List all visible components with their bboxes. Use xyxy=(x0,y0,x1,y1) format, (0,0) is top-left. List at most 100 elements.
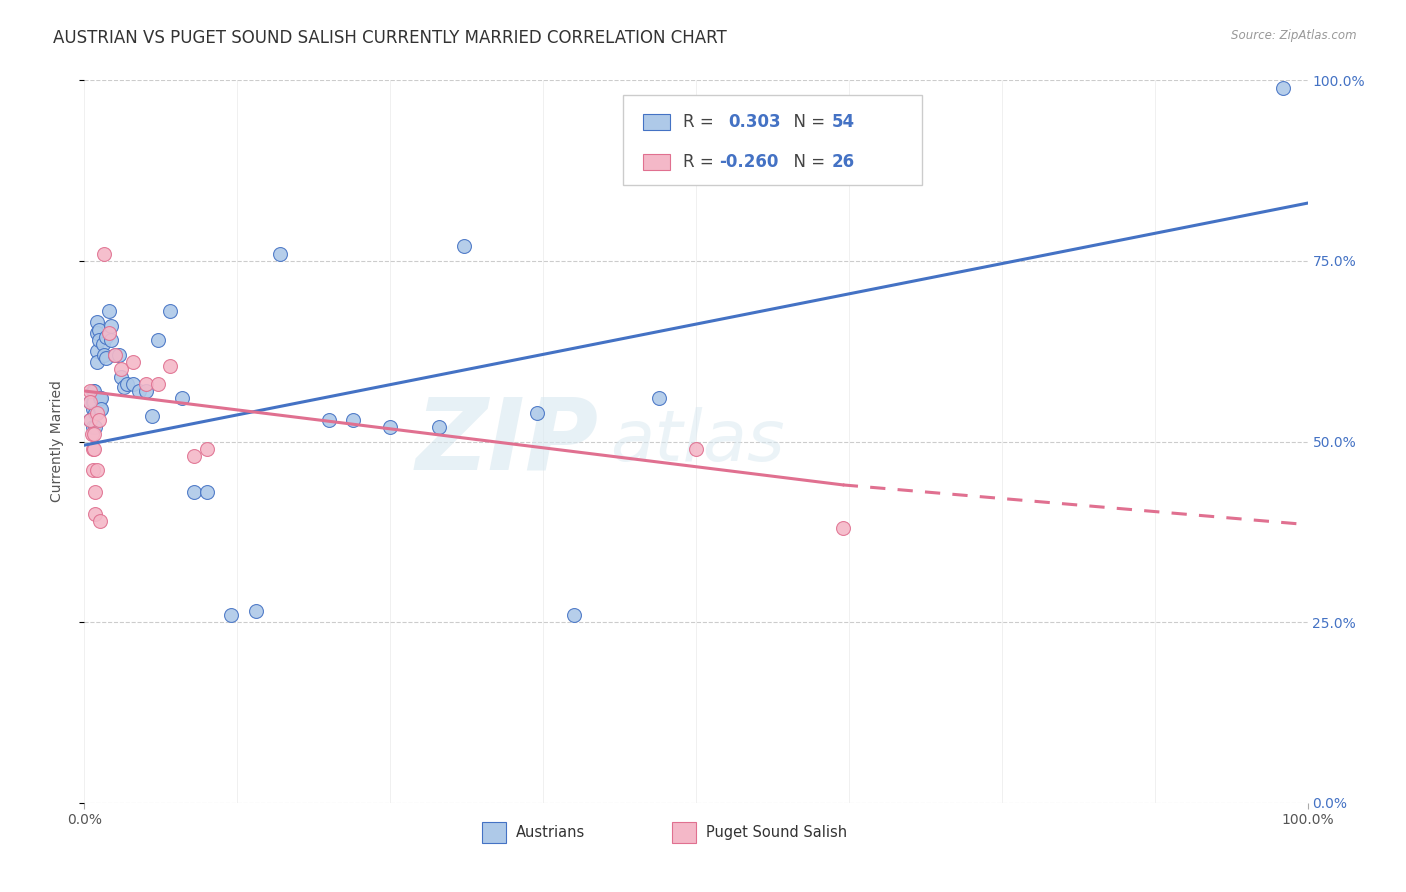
Point xyxy=(159,304,181,318)
Point xyxy=(380,420,402,434)
Point xyxy=(83,427,105,442)
Point xyxy=(183,485,205,500)
Point xyxy=(97,304,120,318)
FancyBboxPatch shape xyxy=(623,95,922,185)
FancyBboxPatch shape xyxy=(644,154,671,169)
Point xyxy=(141,409,163,424)
Point xyxy=(146,376,169,391)
Point xyxy=(93,348,115,362)
Point xyxy=(86,315,108,329)
Point xyxy=(100,318,122,333)
Text: ZIP: ZIP xyxy=(415,393,598,490)
Point xyxy=(83,442,105,456)
Point xyxy=(172,391,194,405)
Point xyxy=(90,391,112,405)
Point xyxy=(84,406,107,420)
Point xyxy=(79,394,101,409)
Point xyxy=(107,348,129,362)
Point xyxy=(96,330,118,344)
Text: N =: N = xyxy=(783,113,830,131)
Point xyxy=(318,413,340,427)
Point xyxy=(100,334,122,348)
Point xyxy=(104,348,127,362)
Point xyxy=(1272,80,1295,95)
Point xyxy=(86,406,108,420)
Point xyxy=(110,362,132,376)
Point xyxy=(87,322,110,336)
Point xyxy=(82,402,104,417)
Text: -0.260: -0.260 xyxy=(720,153,779,171)
Point xyxy=(79,413,101,427)
Text: R =: R = xyxy=(682,153,718,171)
Y-axis label: Currently Married: Currently Married xyxy=(49,381,63,502)
Point xyxy=(831,521,853,535)
Point xyxy=(562,607,585,622)
Point xyxy=(79,384,101,398)
Point xyxy=(84,420,107,434)
Point xyxy=(84,507,107,521)
Text: 0.303: 0.303 xyxy=(728,113,780,131)
Point xyxy=(90,402,112,417)
Point xyxy=(685,442,707,456)
Point xyxy=(97,326,120,340)
Text: 26: 26 xyxy=(832,153,855,171)
Point xyxy=(82,442,104,456)
Point xyxy=(159,359,181,373)
Point xyxy=(87,334,110,348)
Point xyxy=(83,394,105,409)
Point xyxy=(526,406,548,420)
Text: Source: ZipAtlas.com: Source: ZipAtlas.com xyxy=(1232,29,1357,43)
Text: N =: N = xyxy=(783,153,830,171)
Point xyxy=(269,246,291,260)
Point xyxy=(89,391,111,405)
Point xyxy=(93,246,115,260)
Text: Austrians: Austrians xyxy=(516,825,585,840)
Point xyxy=(104,348,127,362)
Point xyxy=(427,420,450,434)
Point xyxy=(128,384,150,398)
Point xyxy=(82,463,104,477)
Point xyxy=(86,355,108,369)
Point xyxy=(648,391,671,405)
Text: 54: 54 xyxy=(832,113,855,131)
Point xyxy=(135,376,157,391)
Point xyxy=(115,376,138,391)
Point xyxy=(89,514,111,528)
Point xyxy=(122,376,145,391)
Point xyxy=(195,442,218,456)
Point xyxy=(89,402,111,417)
Point xyxy=(112,380,135,394)
Point xyxy=(86,326,108,340)
Point xyxy=(87,413,110,427)
Point xyxy=(82,420,104,434)
Text: atlas: atlas xyxy=(610,407,785,476)
Point xyxy=(709,102,731,116)
Point xyxy=(122,355,145,369)
FancyBboxPatch shape xyxy=(672,822,696,843)
Point xyxy=(96,351,118,366)
Point xyxy=(453,239,475,253)
Point xyxy=(110,369,132,384)
Point xyxy=(342,413,364,427)
Point xyxy=(79,413,101,427)
Point xyxy=(84,485,107,500)
Point xyxy=(135,384,157,398)
Point xyxy=(91,337,114,351)
FancyBboxPatch shape xyxy=(482,822,506,843)
Point xyxy=(219,607,242,622)
Point xyxy=(86,344,108,359)
Point xyxy=(79,394,101,409)
Point xyxy=(245,604,267,618)
Point xyxy=(86,463,108,477)
Text: AUSTRIAN VS PUGET SOUND SALISH CURRENTLY MARRIED CORRELATION CHART: AUSTRIAN VS PUGET SOUND SALISH CURRENTLY… xyxy=(53,29,727,47)
FancyBboxPatch shape xyxy=(644,114,671,130)
Point xyxy=(195,485,218,500)
Point xyxy=(83,384,105,398)
Point xyxy=(82,394,104,409)
Point xyxy=(146,334,169,348)
Point xyxy=(82,384,104,398)
Point xyxy=(183,449,205,463)
Text: R =: R = xyxy=(682,113,724,131)
Point xyxy=(80,427,103,442)
Text: Puget Sound Salish: Puget Sound Salish xyxy=(706,825,846,840)
